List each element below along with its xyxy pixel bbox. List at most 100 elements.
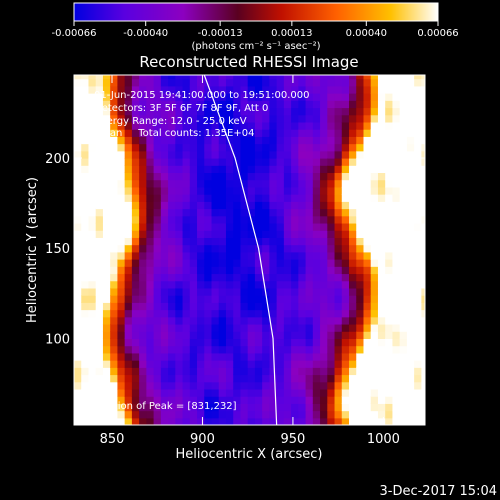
heatmap-cell	[262, 150, 271, 159]
heatmap-cell	[218, 186, 227, 195]
heatmap-cell	[334, 352, 343, 361]
heatmap-cell	[131, 114, 140, 123]
heatmap-cell	[124, 78, 133, 87]
heatmap-cell	[254, 403, 263, 412]
heatmap-cell	[197, 157, 205, 166]
heatmap-cell	[175, 121, 184, 130]
heatmap-cell	[175, 143, 184, 152]
heatmap-cell	[392, 114, 401, 123]
heatmap-cell	[88, 396, 97, 404]
heatmap-cell	[283, 345, 292, 354]
heatmap-cell	[175, 244, 184, 253]
heatmap-cell	[414, 143, 422, 152]
heatmap-cell	[363, 295, 372, 303]
heatmap-cell	[341, 172, 350, 181]
heatmap-cell	[102, 345, 111, 354]
heatmap-cell	[225, 194, 234, 202]
heatmap-cell	[225, 345, 234, 354]
heatmap-cell	[240, 396, 249, 404]
heatmap-cell	[110, 273, 119, 282]
heatmap-cell	[117, 367, 126, 376]
heatmap-cell	[262, 266, 271, 275]
heatmap-cell	[131, 157, 140, 166]
heatmap-cell	[385, 194, 394, 202]
heatmap-cell	[160, 396, 169, 404]
heatmap-cell	[399, 280, 408, 289]
heatmap-cell	[81, 244, 90, 253]
heatmap-cell	[95, 331, 104, 340]
heatmap-cell	[204, 302, 213, 311]
heatmap-cell	[276, 360, 285, 368]
heatmap-cell	[218, 403, 227, 412]
heatmap-cell	[247, 316, 256, 325]
heatmap-cell	[283, 114, 292, 123]
heatmap-cell	[363, 403, 372, 412]
heatmap-cell	[327, 309, 336, 318]
heatmap-cell	[421, 100, 425, 109]
heatmap-cell	[298, 323, 307, 332]
heatmap-cell	[197, 172, 205, 181]
heatmap-cell	[247, 259, 256, 267]
heatmap-cell	[305, 388, 314, 397]
heatmap-cell	[414, 129, 422, 137]
heatmap-cell	[305, 309, 314, 318]
heatmap-cell	[124, 331, 133, 340]
heatmap-cell	[305, 331, 314, 340]
heatmap-cell	[197, 396, 205, 404]
heatmap-cell	[218, 388, 227, 397]
heatmap-cell	[225, 323, 234, 332]
heatmap-cell	[240, 381, 249, 390]
heatmap-cell	[110, 194, 119, 202]
heatmap-cell	[240, 316, 249, 325]
heatmap-cell	[356, 114, 365, 123]
heatmap-cell	[168, 179, 176, 188]
heatmap-cell	[247, 251, 256, 260]
heatmap-cell	[254, 273, 263, 282]
heatmap-cell	[305, 201, 314, 210]
heatmap-cell	[117, 302, 126, 311]
heatmap-cell	[276, 230, 285, 238]
heatmap-cell	[233, 107, 242, 116]
heatmap-cell	[225, 215, 234, 224]
heatmap-cell	[283, 323, 292, 332]
heatmap-cell	[341, 143, 350, 152]
heatmap-cell	[377, 287, 386, 296]
heatmap-cell	[377, 172, 386, 181]
heatmap-cell	[399, 78, 408, 87]
heatmap-cell	[334, 143, 343, 152]
heatmap-cell	[298, 237, 307, 246]
heatmap-cell	[421, 208, 425, 217]
heatmap-cell	[356, 345, 365, 354]
heatmap-cell	[102, 172, 111, 181]
heatmap-cell	[124, 100, 133, 109]
heatmap-cell	[349, 194, 357, 202]
heatmap-cell	[305, 93, 314, 101]
heatmap-cell	[392, 230, 401, 238]
heatmap-cell	[254, 237, 263, 246]
heatmap-cell	[81, 396, 90, 404]
heatmap-cell	[197, 374, 205, 383]
heatmap-cell	[189, 352, 198, 361]
heatmap-cell	[269, 186, 278, 195]
heatmap-cell	[153, 388, 162, 397]
heatmap-cell	[385, 280, 394, 289]
heatmap-cell	[370, 352, 379, 361]
heatmap-cell	[370, 93, 379, 101]
heatmap-cell	[168, 417, 176, 425]
heatmap-cell	[153, 215, 162, 224]
heatmap-cell	[421, 403, 425, 412]
heatmap-cell	[377, 295, 386, 303]
heatmap-cell	[414, 302, 422, 311]
heatmap-cell	[139, 100, 147, 109]
heatmap-cell	[160, 157, 169, 166]
heatmap-cell	[377, 396, 386, 404]
heatmap-cell	[254, 251, 263, 260]
heatmap-cell	[363, 85, 372, 94]
heatmap-cell	[341, 186, 350, 195]
heatmap-cell	[175, 367, 184, 376]
heatmap-cell	[124, 150, 133, 159]
heatmap-cell	[291, 316, 299, 325]
heatmap-cell	[399, 129, 408, 137]
heatmap-cell	[240, 266, 249, 275]
heatmap-cell	[377, 266, 386, 275]
